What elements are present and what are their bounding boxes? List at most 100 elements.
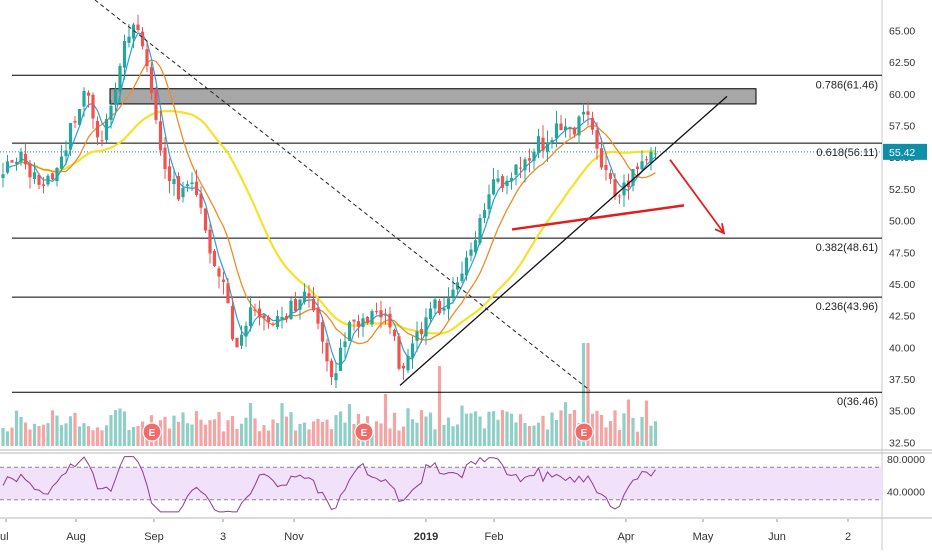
candle-body	[329, 360, 334, 378]
candle-body	[271, 323, 275, 325]
last-price-badge	[883, 143, 927, 160]
volume-bar	[275, 422, 280, 446]
time-tick-label: Aug	[66, 531, 86, 543]
candle-body	[577, 116, 581, 136]
ma-mid-line	[16, 59, 656, 345]
volume-bar	[334, 415, 338, 446]
candle-body	[370, 311, 374, 325]
red-support-line	[511, 204, 685, 231]
volume-bar	[212, 419, 217, 446]
candle-body	[280, 317, 284, 320]
volume-bar	[19, 416, 23, 446]
volume-bar	[545, 429, 550, 446]
candle-body	[338, 347, 343, 371]
volume-bar	[46, 423, 50, 446]
candle-body	[631, 169, 635, 186]
volume-bar	[424, 416, 428, 446]
volume-bar	[181, 412, 185, 446]
volume-bar	[185, 423, 190, 446]
volume-bar	[172, 415, 176, 446]
candle-body	[500, 176, 505, 188]
volume-bar	[635, 431, 640, 446]
volume-bar	[118, 408, 122, 446]
candle-body	[347, 322, 352, 341]
candle-body	[253, 309, 257, 312]
volume-bar	[28, 429, 32, 446]
volume-bar	[464, 413, 469, 446]
volume-bar	[23, 422, 28, 446]
candle-body	[136, 24, 140, 31]
price-tick-label: 32.50	[889, 437, 915, 449]
candle-body	[320, 322, 325, 342]
candle-body	[226, 283, 230, 304]
volume-bar	[653, 421, 658, 446]
candle-body	[460, 273, 464, 282]
candle-body	[644, 159, 649, 161]
candle-body	[127, 36, 131, 43]
volume-bar	[253, 418, 257, 446]
volume-bar	[568, 413, 572, 446]
candle-body	[622, 182, 626, 196]
candle-body	[41, 184, 46, 186]
volume-bar	[595, 410, 599, 446]
candle-body	[343, 341, 347, 348]
volume-bar	[631, 417, 635, 446]
candle-body	[604, 165, 608, 171]
candle-body	[185, 184, 190, 187]
time-tick-label: May	[693, 531, 714, 543]
candle-body	[446, 298, 451, 310]
candle-body	[649, 151, 653, 163]
volume-bar	[374, 421, 379, 446]
volume-bar	[239, 423, 244, 446]
price-tick-label: 62.50	[889, 57, 915, 69]
candle-body	[131, 24, 136, 39]
candle-body	[176, 176, 181, 200]
candle-body	[334, 373, 338, 381]
volume-bar	[586, 343, 590, 446]
volume-bar	[131, 426, 136, 446]
volume-bar	[482, 428, 487, 446]
candle-body	[428, 308, 433, 319]
volume-bar	[343, 422, 347, 446]
volume-bar	[136, 426, 140, 446]
candle-body	[455, 282, 460, 290]
candle-body	[262, 315, 266, 319]
candle-body	[298, 299, 302, 310]
volume-bar	[572, 410, 577, 446]
candle-body	[23, 153, 28, 165]
volume-bar	[226, 420, 230, 446]
volume-bar	[644, 400, 649, 446]
candle-body	[541, 137, 545, 151]
candle-body	[464, 257, 469, 276]
fib-level-label: 0.618(56.11)	[816, 147, 878, 159]
candle-body	[1, 174, 5, 179]
candle-body	[424, 317, 428, 337]
axes: 65.0062.5060.0057.5055.0052.5050.0047.50…	[0, 25, 927, 543]
candle-body	[361, 318, 365, 327]
volume-bar	[41, 424, 46, 446]
volume-bar	[244, 417, 248, 446]
candle-body	[266, 316, 271, 323]
volume-bar	[280, 403, 284, 446]
fib-level-label: 0(36.46)	[837, 396, 878, 408]
candle-body	[118, 65, 122, 92]
candle-body	[28, 163, 32, 178]
volume-bar	[113, 410, 118, 446]
volume-bar	[266, 430, 271, 446]
candle-body	[199, 193, 203, 208]
volume-bar	[527, 425, 532, 446]
candle-body	[113, 89, 118, 104]
candle-body	[568, 128, 572, 130]
volume-bar	[509, 413, 514, 446]
candle-body	[91, 94, 95, 119]
volume-bar	[487, 411, 491, 446]
volume-bar	[613, 410, 617, 446]
candle-body	[140, 31, 145, 47]
candle-body	[311, 298, 316, 311]
earnings-marker-label: E	[361, 428, 368, 439]
candle-body	[437, 300, 442, 314]
candle-body	[563, 126, 568, 131]
candle-body	[244, 325, 248, 337]
volume-bar	[599, 414, 604, 446]
